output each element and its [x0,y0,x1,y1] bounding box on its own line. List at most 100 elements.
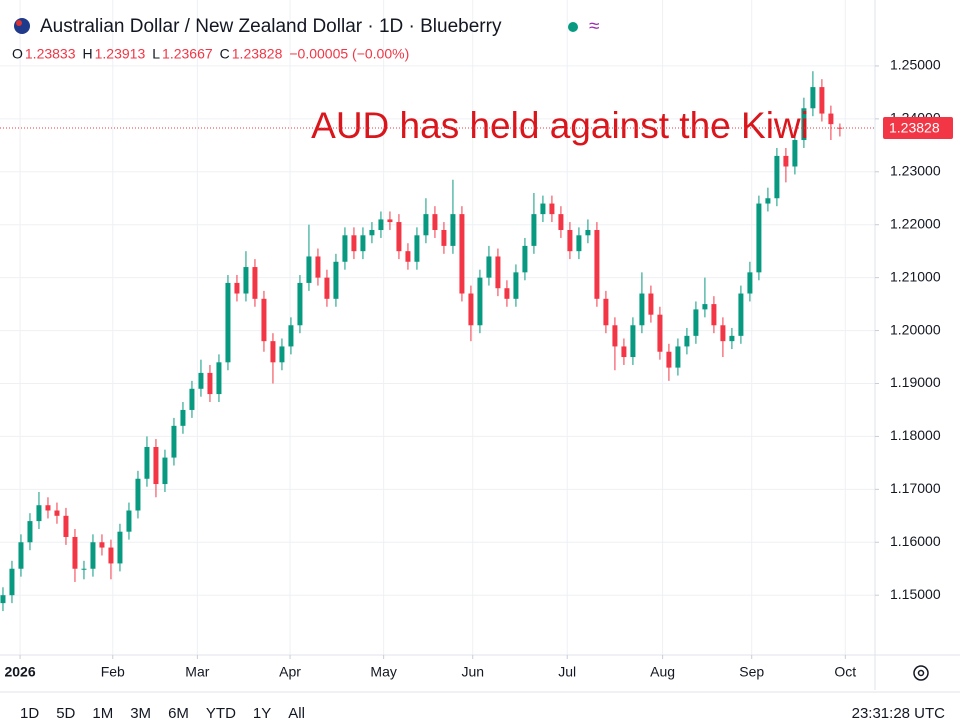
y-tick-label: 1.19000 [890,374,941,390]
candle-body [531,214,537,246]
y-tick-label: 1.17000 [890,480,941,496]
range-button[interactable]: 1Y [253,705,271,722]
candle-body [729,335,735,342]
candle-body [126,510,132,532]
candle-body [819,87,825,114]
candle-body [504,288,510,299]
candle-body [423,214,429,236]
candle-body [747,272,753,294]
range-button[interactable]: 1D [20,705,39,722]
candle-body [414,235,420,262]
candle-body [612,325,618,347]
x-tick-label: 2026 [4,664,35,680]
candle-body [594,230,600,299]
candle-body [369,230,375,236]
y-tick-label: 1.20000 [890,321,941,337]
annotation: AUD has held against the Kiwi [311,105,809,146]
candle-body [720,325,726,342]
candle-body [396,222,402,252]
candle-body [459,214,465,294]
candle-body [837,127,843,129]
last-price-box [883,116,953,139]
candle-body [477,277,483,326]
candle-body [828,113,834,125]
x-tick-label: Feb [101,664,125,680]
x-tick-label: Oct [834,664,856,680]
candle-body [774,155,780,199]
range-button[interactable]: 3M [130,705,151,722]
ohlc-value: 1.23828 [232,46,283,62]
ohlc-key: L [152,46,160,62]
candle-body [558,214,564,231]
candle-body [468,293,474,326]
candle-body [603,298,609,326]
candle-body [387,219,393,223]
candle-body [180,409,186,426]
candle-body [666,351,672,368]
range-button[interactable]: 1M [92,705,113,722]
ohlc-change: −0.00005 (−0.00%) [289,46,409,62]
candle-body [324,277,330,299]
range-button[interactable]: 5D [56,705,75,722]
range-button[interactable]: 6M [168,705,189,722]
candle-body [9,568,15,596]
status-icon: ≈ [589,16,599,37]
ohlc-value: 1.23667 [162,46,213,62]
candle-body [405,251,411,262]
range-button[interactable]: YTD [206,705,236,722]
candle-body [243,267,249,294]
y-tick-label: 1.25000 [890,57,941,73]
candle-body [189,388,195,410]
candle-body [306,256,312,283]
candle-body [342,235,348,262]
candle-body [0,595,6,604]
candle-body [765,198,771,204]
candle-body [801,108,807,141]
settings-icon[interactable] [913,665,929,681]
candle-body [810,87,816,109]
candle-body [576,235,582,252]
candle-body [135,478,141,511]
candle-body [351,235,357,252]
symbol-title: Australian Dollar / New Zealand Dollar ·… [40,16,502,37]
x-tick-label: May [370,664,396,680]
y-tick-label: 1.16000 [890,533,941,549]
candles [0,71,843,612]
x-tick-label: Apr [279,664,301,680]
last-price-label: 1.23828 [889,120,940,136]
ohlc-value: 1.23913 [95,46,146,62]
candle-body [45,505,51,511]
candle-body [432,214,438,231]
candle-body [540,203,546,215]
candle-body [693,309,699,336]
settings-icon-center [917,669,925,677]
ohlc-key: C [220,46,230,62]
candle-body [216,362,222,395]
candle-body [297,282,303,326]
candle-body [549,203,555,215]
candle-body [315,256,321,278]
candle-body [360,235,366,252]
candle-body [108,547,114,564]
candle-body [279,346,285,363]
clock: 23:31:28 UTC [852,705,946,722]
y-tick-label: 1.15000 [890,586,941,602]
candle-body [171,425,177,458]
candle-body [18,542,24,569]
candle-body [621,346,627,358]
candle-body [144,447,150,479]
candle-body [225,282,231,363]
candle-body [522,245,528,273]
candle-body [252,267,258,299]
range-button[interactable]: All [288,705,305,722]
ohlc-key: O [12,46,23,62]
candle-body [702,304,708,310]
candle-body [63,515,69,537]
candle-body [486,256,492,278]
x-tick-label: Jun [461,664,484,680]
candle-body [270,341,276,363]
